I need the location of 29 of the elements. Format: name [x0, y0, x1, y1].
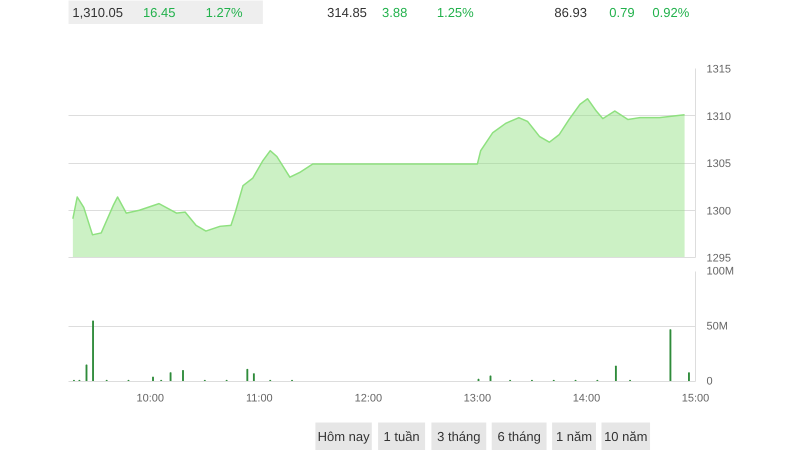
y-tick-label: 100M — [706, 266, 734, 278]
text: 6 tháng — [497, 429, 541, 444]
text: 314.85 — [327, 5, 367, 20]
text: 0.79 — [609, 5, 635, 20]
text: Hôm nay — [318, 429, 370, 444]
text: 1 năm — [556, 429, 592, 444]
text: 16.45 — [142, 5, 176, 20]
y-tick-label: 1295 — [706, 252, 731, 264]
x-tick-label: 12:00 — [354, 392, 382, 404]
text: 3 tháng — [437, 429, 480, 444]
text: 3.88 — [382, 5, 408, 20]
y-tick-label: 1305 — [706, 158, 731, 170]
text: 1,310.05 — [72, 5, 124, 20]
x-tick-label: 10:00 — [136, 392, 164, 404]
text: 10 năm — [604, 429, 648, 444]
x-tick-label: 15:00 — [682, 392, 710, 404]
y-tick-label: 50M — [706, 320, 728, 332]
text: 1.27% — [206, 5, 243, 20]
x-tick-label: 11:00 — [246, 392, 273, 404]
y-tick-label: 0 — [706, 376, 713, 388]
text: 1.25% — [436, 5, 474, 20]
text: 0.92% — [652, 5, 690, 20]
y-tick-label: 1315 — [706, 64, 731, 76]
text: 86.93 — [554, 5, 587, 20]
x-tick-label: 14:00 — [572, 392, 600, 404]
y-tick-label: 1300 — [706, 205, 731, 218]
y-tick-label: 1310 — [706, 110, 731, 123]
text: 1 tuần — [384, 429, 420, 444]
x-tick-label: 13:00 — [464, 392, 492, 404]
